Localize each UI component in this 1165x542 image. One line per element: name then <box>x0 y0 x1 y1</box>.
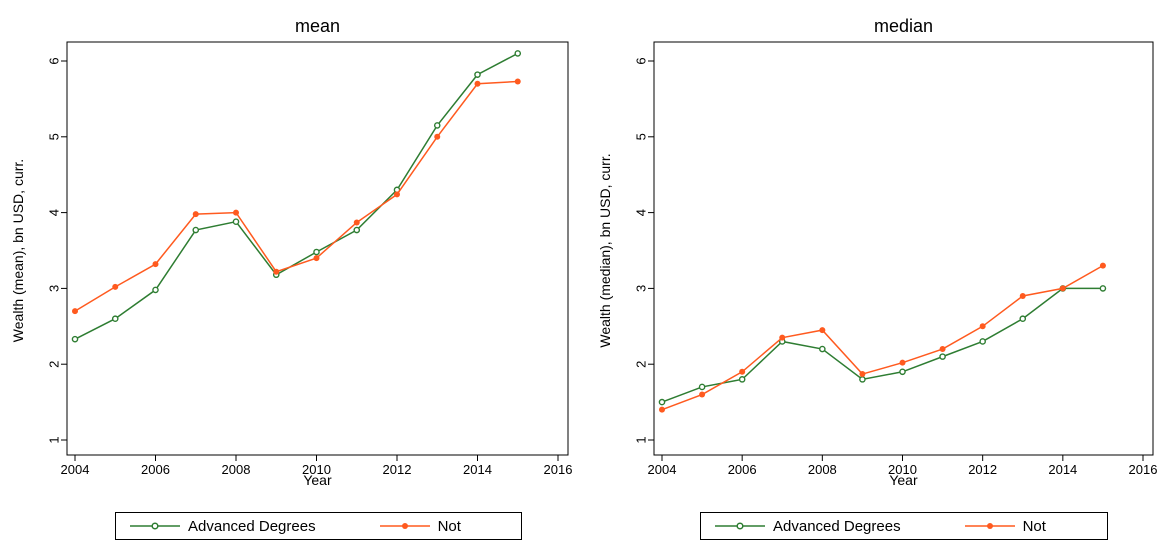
x-tick-label: 2008 <box>808 462 837 477</box>
legend-item-advanced-degrees: Advanced Degrees <box>715 518 901 535</box>
y-axis-label: Wealth (median), bn USD, curr. <box>597 153 613 347</box>
legend-item-not: Not <box>379 517 461 535</box>
plot-frame <box>653 41 1154 456</box>
data-point-advanced-degrees <box>658 398 666 406</box>
x-tick-label: 2004 <box>61 462 90 477</box>
y-tick-label: 5 <box>633 133 648 140</box>
data-point-advanced-degrees <box>819 345 826 353</box>
data-point-not <box>819 327 826 334</box>
data-point-advanced-degrees <box>71 335 79 343</box>
data-point-not <box>859 371 866 378</box>
data-point-advanced-degrees <box>474 71 481 78</box>
chart-title: mean <box>295 16 340 36</box>
legend-item-advanced-degrees: Advanced Degrees <box>130 518 316 535</box>
data-point-not <box>273 268 280 275</box>
y-tick-label: 2 <box>46 361 61 368</box>
data-point-advanced-degrees <box>859 376 866 383</box>
y-tick-label: 4 <box>46 209 61 216</box>
data-point-advanced-degrees <box>899 368 906 376</box>
figure: mean 1 2 3 4 5 6 2004 2006 2008 2010 2012 2014 2016 Ye… <box>10 16 1157 488</box>
data-point-advanced-degrees <box>698 383 706 391</box>
data-point-advanced-degrees <box>738 376 746 383</box>
data-point-not <box>353 219 360 226</box>
data-point-advanced-degrees <box>111 315 119 323</box>
legend-label-advanced: Advanced Degrees <box>773 517 901 535</box>
x-tick-label: 2008 <box>222 462 251 477</box>
series-line-not <box>661 265 1104 411</box>
y-axis-label: Wealth (mean), bn USD, curr. <box>10 159 26 342</box>
legend-item-not: Not <box>964 517 1046 535</box>
legend-swatch-not <box>379 523 430 529</box>
data-point-not <box>434 133 441 140</box>
data-point-not <box>313 255 320 262</box>
data-point-not <box>659 406 665 413</box>
y-tick-label: 5 <box>46 133 61 140</box>
x-tick-label: 2016 <box>1129 462 1158 477</box>
data-point-not <box>899 359 906 366</box>
data-point-not <box>979 323 986 330</box>
data-point-not <box>112 283 119 290</box>
legend-swatch-not <box>964 523 1015 529</box>
legend-label-advanced: Advanced Degrees <box>188 517 316 535</box>
x-axis-label: Year <box>303 472 332 488</box>
data-point-not <box>233 209 239 216</box>
x-tick-label: 2010 <box>302 462 331 477</box>
x-tick-label: 2006 <box>728 462 757 477</box>
data-point-not <box>514 78 521 85</box>
plot-mean: mean 1 2 3 4 5 6 2004 2006 2008 2010 2012 2014 2016 Ye… <box>10 16 572 488</box>
data-point-not <box>192 211 199 218</box>
legend-label-not: Not <box>1022 517 1046 535</box>
y-tick-label: 1 <box>46 436 61 443</box>
data-point-not <box>152 261 159 268</box>
data-point-not <box>1099 262 1106 269</box>
data-point-not <box>1059 285 1066 292</box>
y-tick-label: 4 <box>633 209 648 216</box>
data-point-not <box>779 334 786 341</box>
series-line-not <box>74 80 518 312</box>
data-point-not <box>394 191 400 198</box>
data-point-advanced-degrees <box>353 226 361 234</box>
y-tick-label: 1 <box>633 436 648 443</box>
x-tick-label: 2012 <box>968 462 997 477</box>
data-point-advanced-degrees <box>313 248 320 256</box>
plot-median: median 1 2 3 4 5 6 2004 2006 2008 2010 2012 2014 2016… <box>597 16 1157 488</box>
x-axis-label: Year <box>889 472 918 488</box>
data-point-advanced-degrees <box>192 226 200 234</box>
data-point-advanced-degrees <box>232 218 240 225</box>
legend-swatch-advanced <box>130 522 180 530</box>
data-point-not <box>474 80 481 87</box>
y-tick-label: 2 <box>633 361 648 368</box>
y-tick-label: 3 <box>46 285 61 292</box>
series-line-advanced-degrees <box>74 52 519 340</box>
x-tick-label: 2004 <box>648 462 677 477</box>
x-tick-label: 2010 <box>888 462 917 477</box>
x-tick-label: 2014 <box>1048 462 1077 477</box>
plot-frame <box>66 41 569 456</box>
y-tick-label: 6 <box>46 57 61 64</box>
legend-label-not: Not <box>437 517 461 535</box>
x-tick-label: 2012 <box>383 462 412 477</box>
chart-title: median <box>874 16 933 36</box>
legend-mean: Advanced Degrees Not <box>115 512 522 540</box>
data-point-not <box>699 391 706 398</box>
x-tick-label: 2016 <box>544 462 573 477</box>
x-tick-label: 2014 <box>463 462 492 477</box>
legend-median: Advanced Degrees Not <box>700 512 1108 540</box>
y-tick-label: 6 <box>633 57 648 64</box>
data-point-not <box>1019 292 1026 299</box>
data-point-advanced-degrees <box>433 122 441 129</box>
data-point-advanced-degrees <box>152 286 159 294</box>
data-point-not <box>939 346 946 353</box>
legend-swatch-advanced <box>715 522 765 530</box>
y-tick-label: 3 <box>633 285 648 292</box>
data-point-advanced-degrees <box>1099 285 1107 292</box>
data-point-advanced-degrees <box>939 353 946 360</box>
data-point-advanced-degrees <box>979 338 986 345</box>
data-point-not <box>739 368 746 375</box>
x-tick-label: 2006 <box>141 462 170 477</box>
data-point-advanced-degrees <box>514 50 522 57</box>
data-point-not <box>72 308 78 315</box>
series-line-advanced-degrees <box>661 287 1103 403</box>
data-point-advanced-degrees <box>1019 315 1027 323</box>
